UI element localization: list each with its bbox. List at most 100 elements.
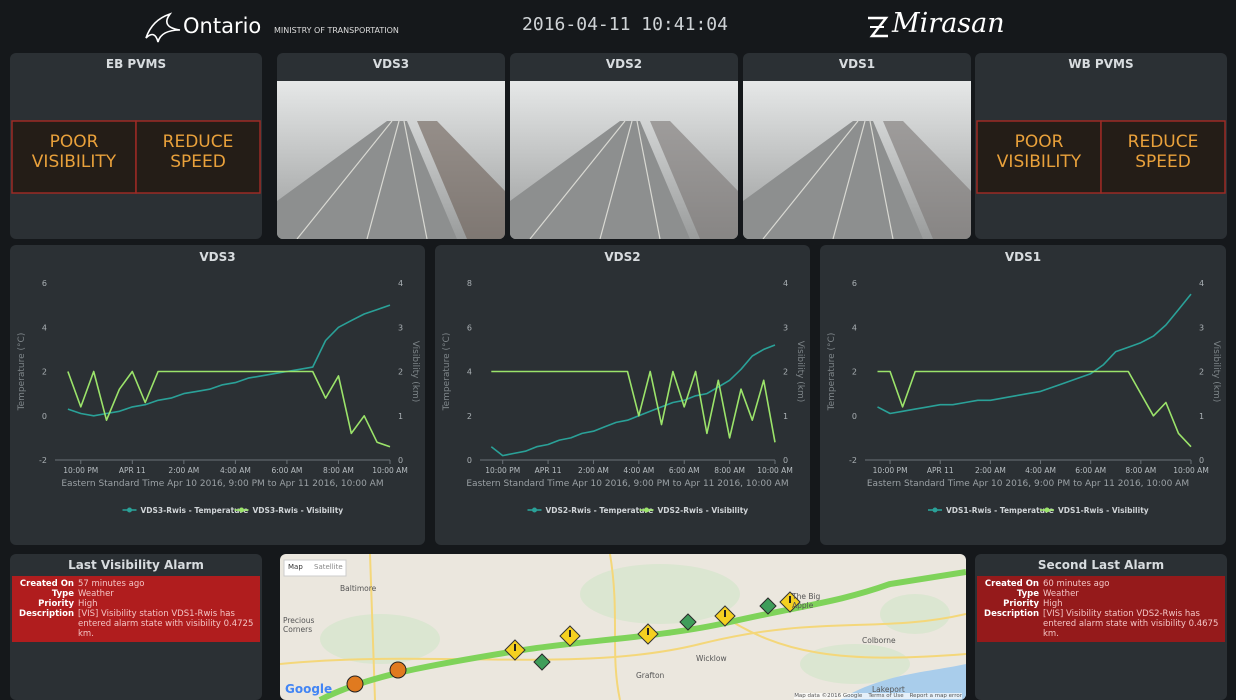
panel-title: Last Visibility Alarm: [10, 558, 262, 572]
x-tick-label: 4:00 AM: [220, 466, 251, 475]
y-tick-label: 6: [467, 323, 472, 332]
alarm-label: Priority: [12, 599, 78, 609]
y-tick-label: 0: [852, 412, 857, 421]
warning-icon[interactable]: [638, 624, 658, 644]
attribution-item: Terms of Use: [868, 693, 903, 699]
camera-icon: [534, 654, 550, 670]
series-line: [68, 305, 390, 416]
legend-item[interactable]: VDS1-Rwis - Visibility: [1040, 506, 1149, 515]
series-line: [491, 345, 775, 456]
alarm-value: 57 minutes ago: [78, 579, 260, 589]
legend-item[interactable]: VDS3-Rwis - Temperature: [123, 506, 249, 515]
legend-item[interactable]: VDS1-Rwis - Temperature: [928, 506, 1054, 515]
x-tick-label: 6:00 AM: [272, 466, 303, 475]
attribution-item: Report a map error: [910, 693, 962, 699]
y2-tick-label: 2: [1199, 368, 1204, 377]
map-type-button[interactable]: Satellite: [314, 563, 343, 571]
brand: Mirasan: [892, 8, 1005, 39]
y-tick-label: -2: [39, 456, 47, 465]
legend-label: VDS1-Rwis - Temperature: [946, 506, 1054, 515]
x-tick-label: 10:00 PM: [485, 466, 520, 475]
camera-panel: VDS3: [277, 53, 505, 239]
x-tick-label: 6:00 AM: [669, 466, 700, 475]
park: [880, 594, 950, 634]
alarm-value: Weather: [78, 589, 260, 599]
chart-title: VDS3: [199, 250, 235, 264]
y2-tick-label: 3: [1199, 323, 1204, 332]
warning-bang: [789, 596, 791, 603]
alarm-label: Created On: [12, 579, 78, 589]
attribution-item: Map data ©2016 Google: [794, 693, 862, 699]
chart-panel: VDS3-202460123410:00 PMAPR 112:00 AM4:00…: [10, 245, 425, 545]
map: [280, 554, 966, 700]
x-tick-label: 10:00 AM: [757, 466, 793, 475]
x-axis-title: Eastern Standard Time Apr 10 2016, 9:00 …: [466, 479, 788, 489]
series-line: [491, 372, 775, 443]
sign-text: REDUCE: [163, 132, 234, 152]
alarm-value: High: [78, 599, 260, 609]
y-tick-label: 2: [42, 368, 47, 377]
header: Ontario MINISTRY OF TRANSPORTATION 2016-…: [0, 0, 1236, 50]
x-tick-label: 8:00 AM: [714, 466, 745, 475]
sign-text: POOR: [1015, 132, 1064, 152]
x-tick-label: 4:00 AM: [1025, 466, 1056, 475]
work-icon: [347, 676, 363, 692]
ontario-logo: Ontario: [183, 14, 261, 38]
sign-text: SPEED: [1135, 152, 1191, 172]
sign-text: VISIBILITY: [32, 152, 117, 172]
y-tick-label: 4: [467, 368, 472, 377]
map-type-button[interactable]: Map: [288, 563, 303, 571]
legend-marker: [1045, 508, 1050, 513]
warning-icon[interactable]: [505, 640, 525, 660]
legend-item[interactable]: VDS2-Rwis - Temperature: [528, 506, 654, 515]
chart: VDS2024680123410:00 PMAPR 112:00 AM4:00 …: [435, 245, 810, 545]
x-tick-label: 10:00 PM: [873, 466, 908, 475]
camera-image: [277, 81, 505, 239]
y2-axis-title: Visibility (km): [795, 341, 805, 403]
x-tick-label: 10:00 PM: [63, 466, 98, 475]
x-tick-label: 2:00 AM: [975, 466, 1006, 475]
map-label: Colborne: [862, 636, 896, 645]
y2-tick-label: 4: [398, 279, 403, 288]
y-axis-title: Temperature (°C): [442, 333, 452, 412]
series-line: [68, 372, 390, 447]
camera-panel: VDS2: [510, 53, 738, 239]
x-tick-label: APR 11: [535, 466, 562, 475]
alarm-label: Created On: [977, 579, 1043, 589]
x-tick-label: 10:00 AM: [372, 466, 408, 475]
legend-label: VDS3-Rwis - Temperature: [141, 506, 249, 515]
sign-text: VISIBILITY: [997, 152, 1082, 172]
warning-bang: [724, 610, 726, 617]
y2-tick-label: 0: [783, 456, 788, 465]
camera-image: [510, 81, 738, 239]
legend-label: VDS2-Rwis - Visibility: [658, 506, 749, 515]
y2-tick-label: 1: [398, 412, 403, 421]
chart-title: VDS1: [1005, 250, 1041, 264]
legend-marker: [933, 508, 938, 513]
sign-text: REDUCE: [1128, 132, 1199, 152]
map-logo: Google: [285, 682, 332, 696]
map-label: Precious Corners: [283, 616, 328, 634]
alarm-label: Description: [12, 609, 78, 639]
x-tick-label: 2:00 AM: [168, 466, 199, 475]
series-line: [878, 294, 1192, 413]
sign-text: POOR: [50, 132, 99, 152]
y2-axis-title: Visibility (km): [1211, 341, 1221, 403]
legend-label: VDS1-Rwis - Visibility: [1058, 506, 1149, 515]
y2-tick-label: 0: [1199, 456, 1204, 465]
map-label: Grafton: [636, 671, 664, 680]
panel-title: VDS2: [510, 57, 738, 71]
legend-item[interactable]: VDS3-Rwis - Visibility: [235, 506, 344, 515]
y2-tick-label: 2: [398, 368, 403, 377]
legend-item[interactable]: VDS2-Rwis - Visibility: [640, 506, 749, 515]
alarm-value: Weather: [1043, 589, 1225, 599]
x-axis-title: Eastern Standard Time Apr 10 2016, 9:00 …: [61, 479, 383, 489]
legend-label: VDS3-Rwis - Visibility: [253, 506, 344, 515]
x-axis-title: Eastern Standard Time Apr 10 2016, 9:00 …: [867, 479, 1189, 489]
